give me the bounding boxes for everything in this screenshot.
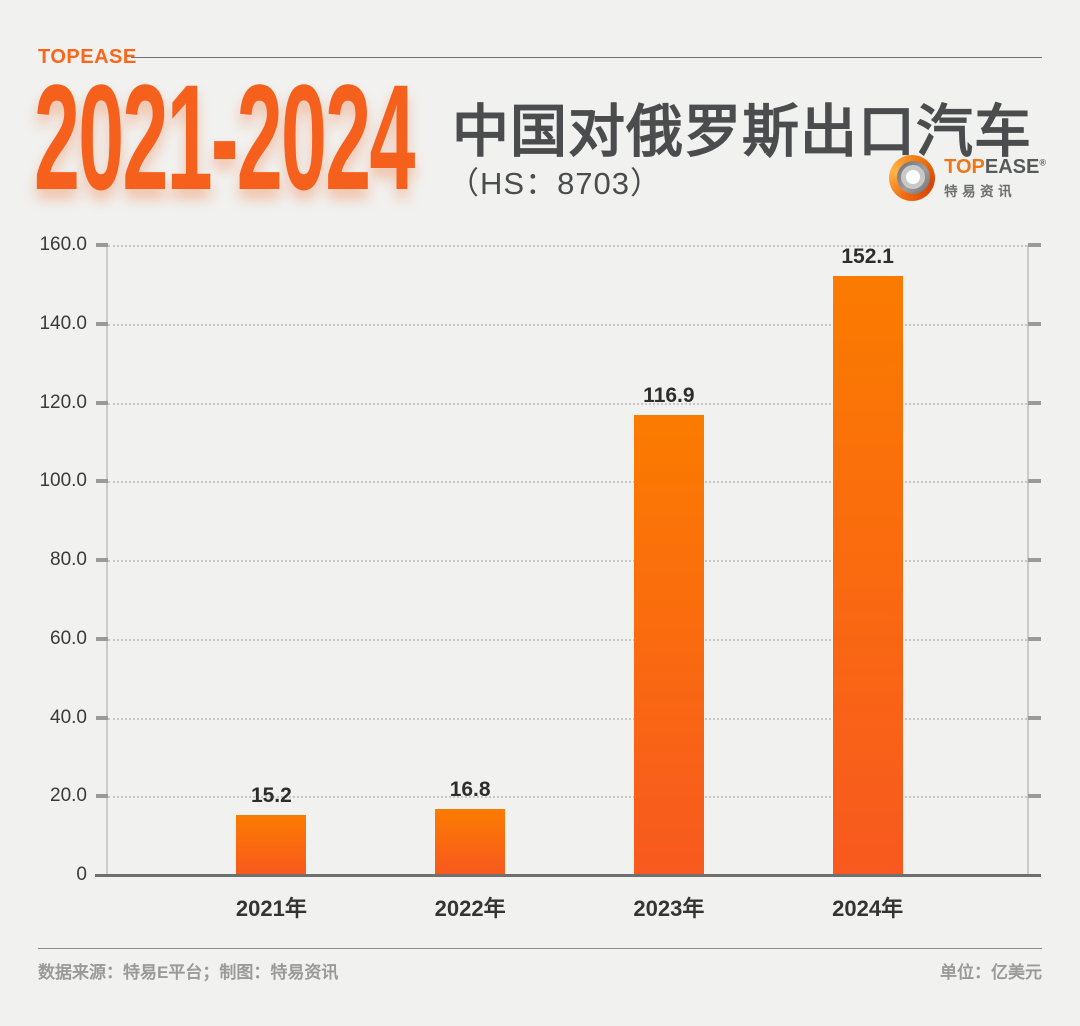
y-axis-label: 40.0 [50, 706, 87, 728]
title-subtitle: （HS：8703） [448, 166, 663, 201]
y-axis-tick-right [1028, 321, 1041, 326]
y-axis-label: 140.0 [39, 312, 87, 334]
y-axis-label: 0 [76, 864, 87, 885]
bar-value-label: 15.2 [250, 784, 292, 808]
unit-note: 单位：亿美元 [940, 963, 1042, 982]
topease-ring-icon [889, 155, 936, 201]
y-axis-tick-right [1028, 558, 1041, 562]
y-axis-tick-right [1028, 715, 1041, 720]
logo-chinese-label: 特易资讯 [944, 183, 1017, 199]
data-source-note: 数据来源：特易E平台；制图：特易资讯 [38, 963, 339, 982]
y-axis-tick-left [96, 243, 108, 247]
y-axis-tick-right [1028, 794, 1041, 799]
gridline [108, 560, 1027, 562]
title-years-range: 2021-2024 [34, 53, 415, 221]
y-axis-tick-left [96, 636, 108, 641]
registered-mark: ® [1039, 156, 1046, 167]
bar-2022年 [435, 808, 506, 875]
logo-top-label: TOP [944, 155, 985, 178]
gridline [108, 323, 1027, 326]
plot-area: 15.2 2021年 16.8 2022年 116.9 2023年 152.1 2024年 [106, 245, 1029, 921]
bar-group-2022年: 16.8 2022年 [371, 245, 570, 921]
footer-divider [38, 948, 1042, 949]
bar-value-label: 152.1 [841, 245, 894, 269]
bar-value-label: 116.9 [643, 383, 695, 407]
header-divider [131, 57, 1042, 58]
y-axis-label: 100.0 [39, 470, 87, 492]
y-axis-tick-right [1028, 400, 1041, 405]
y-axis-label: 60.0 [50, 627, 87, 649]
bar-2021年 [236, 815, 307, 875]
y-axis-label: 160.0 [39, 234, 87, 255]
x-axis-label: 2021年 [235, 896, 307, 921]
y-axis-tick-left [96, 400, 108, 405]
gridline [108, 402, 1027, 405]
y-axis-tick-right [1028, 636, 1041, 641]
y-axis-tick-left [96, 715, 108, 720]
gridline [108, 796, 1027, 799]
bar-value-label: 16.8 [449, 777, 491, 801]
y-axis-label: 20.0 [50, 785, 87, 807]
bar-group-2023年: 116.9 2023年 [570, 245, 769, 921]
logo-ease-label: EASE [984, 155, 1040, 178]
y-axis-label: 120.0 [39, 391, 87, 413]
y-axis-tick-left [96, 321, 108, 326]
y-axis-tick-left [96, 558, 108, 562]
brand-wordmark: TOPEASE [38, 46, 137, 68]
gridline [108, 245, 1027, 247]
y-axis-tick-left [96, 794, 108, 799]
y-axis-tick-right [1028, 243, 1041, 247]
y-axis-label: 80.0 [50, 549, 87, 570]
bar-group-2024年: 152.1 2024年 [768, 245, 967, 921]
bar-group-2021年: 15.2 2021年 [172, 245, 371, 921]
gridline [108, 717, 1027, 720]
y-axis-tick-right [1028, 479, 1041, 484]
x-axis-label: 2024年 [832, 896, 904, 921]
gridline [108, 638, 1027, 641]
y-axis-tick-left [96, 479, 108, 484]
topease-logo: TOPEASE® 特易资讯 [889, 155, 1046, 201]
topease-logo-text: TOPEASE® 特易资讯 [944, 155, 1046, 200]
x-axis-label: 2022年 [434, 896, 506, 921]
bar-2023年 [633, 414, 704, 875]
bar-2024年 [832, 276, 903, 875]
page-title: 中国对俄罗斯出口汽车 [452, 100, 1032, 164]
x-axis-line [95, 874, 1041, 877]
gridline [108, 481, 1027, 484]
x-axis-label: 2023年 [633, 896, 705, 921]
